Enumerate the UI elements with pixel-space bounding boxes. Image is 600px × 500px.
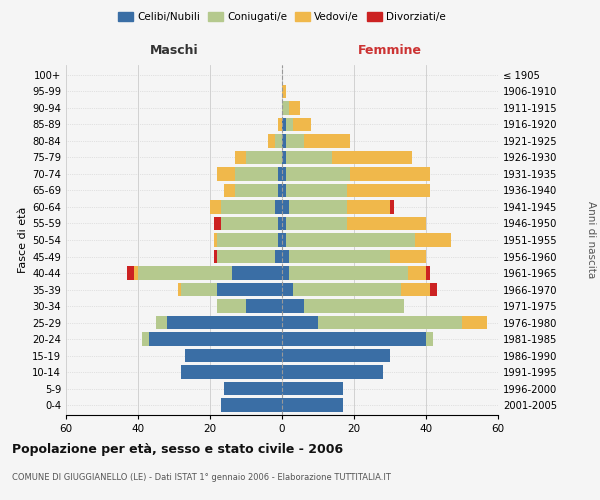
Bar [289,250,390,263]
Bar [210,200,221,213]
Text: Popolazione per età, sesso e stato civile - 2006: Popolazione per età, sesso e stato civil… [12,442,343,456]
Bar [221,398,282,411]
Bar [318,316,462,329]
Bar [224,184,235,197]
Bar [282,200,289,213]
Bar [224,382,282,395]
Bar [217,168,235,180]
Bar [293,118,311,131]
Bar [282,382,343,395]
Bar [138,266,232,280]
Bar [347,184,430,197]
Bar [282,316,318,329]
Bar [332,151,412,164]
Bar [278,217,282,230]
Bar [149,332,282,345]
Bar [185,349,282,362]
Bar [282,366,383,378]
Bar [232,266,282,280]
Bar [156,316,167,329]
Bar [282,217,286,230]
Bar [293,283,401,296]
Bar [286,234,415,246]
Bar [278,168,282,180]
Bar [282,283,293,296]
Bar [282,118,286,131]
Bar [401,283,430,296]
Bar [235,168,278,180]
Bar [350,168,430,180]
Bar [426,266,430,280]
Bar [214,234,217,246]
Bar [217,250,275,263]
Legend: Celibi/Nubili, Coniugati/e, Vedovi/e, Divorziati/e: Celibi/Nubili, Coniugati/e, Vedovi/e, Di… [114,8,450,26]
Bar [282,85,286,98]
Bar [286,151,332,164]
Bar [178,283,181,296]
Bar [181,366,282,378]
Bar [462,316,487,329]
Bar [214,250,217,263]
Bar [304,134,350,147]
Bar [282,332,426,345]
Bar [282,168,286,180]
Bar [282,266,289,280]
Bar [390,200,394,213]
Bar [278,234,282,246]
Bar [282,349,390,362]
Bar [127,266,134,280]
Bar [221,217,278,230]
Bar [430,283,437,296]
Bar [217,234,278,246]
Bar [221,200,275,213]
Bar [275,250,282,263]
Bar [286,118,293,131]
Bar [282,398,343,411]
Text: COMUNE DI GIUGGIANELLO (LE) - Dati ISTAT 1° gennaio 2006 - Elaborazione TUTTITAL: COMUNE DI GIUGGIANELLO (LE) - Dati ISTAT… [12,472,391,482]
Text: Maschi: Maschi [149,44,199,57]
Bar [390,250,426,263]
Bar [181,283,217,296]
Bar [415,234,451,246]
Text: Femmine: Femmine [358,44,422,57]
Bar [286,184,347,197]
Bar [268,134,275,147]
Bar [275,134,282,147]
Bar [278,118,282,131]
Bar [426,332,433,345]
Bar [246,151,282,164]
Bar [217,283,282,296]
Bar [286,217,347,230]
Bar [304,300,404,312]
Bar [408,266,426,280]
Bar [286,168,350,180]
Bar [214,217,221,230]
Bar [282,102,289,114]
Bar [275,200,282,213]
Y-axis label: Fasce di età: Fasce di età [18,207,28,273]
Bar [282,151,286,164]
Bar [246,300,282,312]
Bar [217,300,246,312]
Bar [289,266,408,280]
Text: Anni di nascita: Anni di nascita [586,202,596,278]
Bar [347,200,390,213]
Bar [282,234,286,246]
Bar [134,266,138,280]
Bar [282,134,286,147]
Bar [286,134,304,147]
Bar [235,184,278,197]
Bar [289,200,347,213]
Bar [282,300,304,312]
Bar [347,217,426,230]
Bar [282,250,289,263]
Bar [278,184,282,197]
Bar [289,102,300,114]
Bar [167,316,282,329]
Bar [282,184,286,197]
Bar [235,151,246,164]
Bar [142,332,149,345]
